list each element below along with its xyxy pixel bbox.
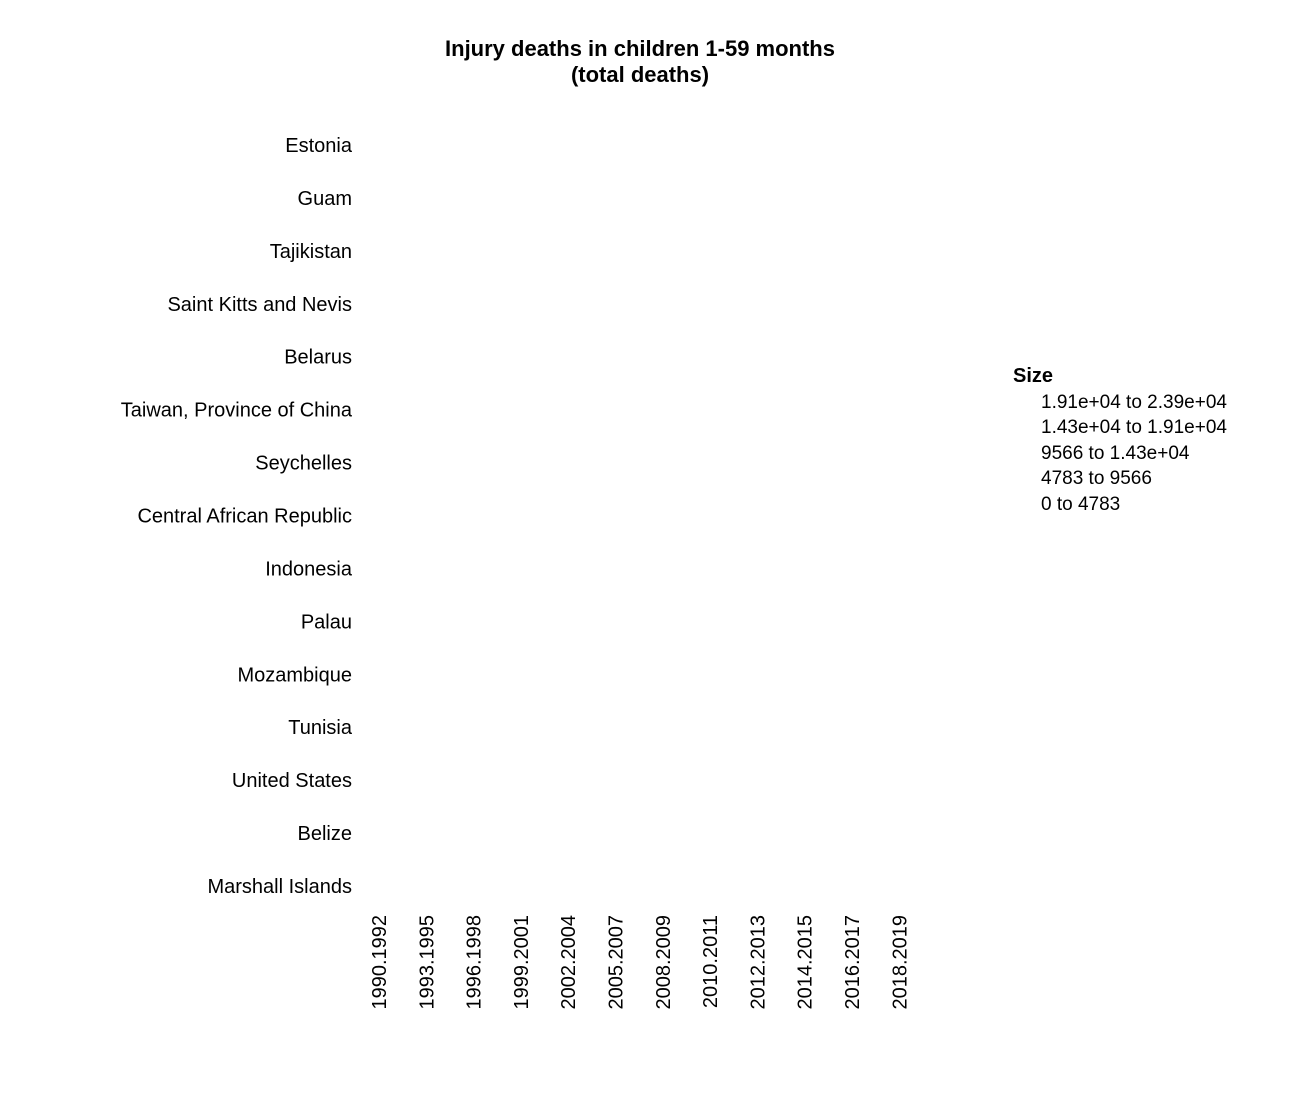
x-tick-label: 2002.2004: [558, 915, 580, 1010]
y-tick-label: Estonia: [285, 135, 353, 157]
x-tick-label: 2018.2019: [889, 915, 911, 1010]
y-tick-label: Taiwan, Province of China: [121, 400, 353, 422]
x-tick-label: 2005.2007: [606, 915, 628, 1010]
y-tick-label: Tajikistan: [270, 241, 352, 263]
legend-item: 0 to 4783: [1041, 493, 1121, 515]
x-tick-label: 1996.1998: [464, 915, 486, 1010]
chart-title: Injury deaths in children 1-59 months: [445, 36, 835, 61]
y-tick-label: Palau: [301, 611, 352, 633]
x-tick-label: 2014.2015: [795, 915, 817, 1010]
y-tick-label: Central African Republic: [137, 506, 352, 528]
x-tick-label: 1993.1995: [416, 915, 438, 1010]
x-axis-labels: 1990.1992 1993.1995 1996.1998 1999.2001 2002…: [369, 915, 911, 1010]
x-tick-label: 2016.2017: [842, 915, 864, 1010]
y-axis-labels: Estonia Guam Tajikistan Saint Kitts and Nev…: [121, 135, 353, 898]
legend-item: 1.91e+04 to 2.39e+04: [1041, 391, 1227, 413]
x-tick-label: 1990.1992: [369, 915, 391, 1010]
y-tick-label: Guam: [298, 188, 352, 210]
legend-title: Size: [1013, 365, 1054, 387]
y-tick-label: Seychelles: [255, 453, 352, 475]
x-tick-label: 2010.2011: [700, 915, 722, 1008]
y-tick-label: Tunisia: [288, 717, 353, 739]
x-tick-label: 2008.2009: [653, 915, 675, 1010]
size-legend: Size 1.91e+04 to 2.39e+04 1.43e+04 to 1.…: [1013, 364, 1227, 517]
legend-item: 9566 to 1.43e+04: [1041, 442, 1190, 464]
y-tick-label: Saint Kitts and Nevis: [167, 294, 352, 316]
y-tick-label: Belarus: [284, 347, 352, 369]
legend-item: 1.43e+04 to 1.91e+04: [1041, 417, 1227, 438]
y-tick-label: Indonesia: [265, 558, 353, 580]
legend-item: 4783 to 9566: [1041, 468, 1152, 489]
x-tick-label: 1999.2001: [511, 915, 533, 1010]
y-tick-label: Mozambique: [237, 664, 352, 686]
chart-subtitle: (total deaths): [570, 62, 710, 87]
x-tick-label: 2012.2013: [747, 915, 769, 1010]
y-tick-label: Belize: [298, 823, 352, 845]
y-tick-label: United States: [232, 770, 352, 792]
y-tick-label: Marshall Islands: [207, 876, 352, 898]
